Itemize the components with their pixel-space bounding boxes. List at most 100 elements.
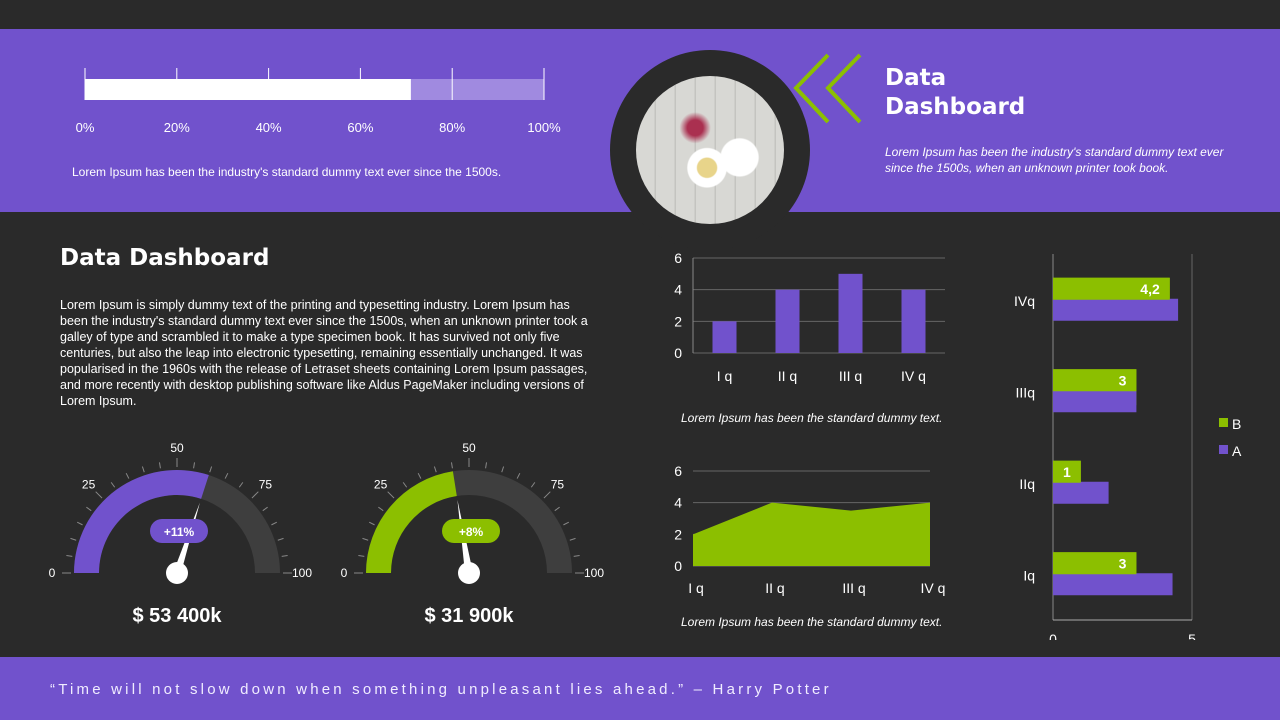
x-tick-label: III q	[842, 580, 865, 596]
y-tick-label: 6	[674, 250, 682, 266]
legend-label: A	[1232, 443, 1242, 459]
bar-b-label: 3	[1119, 555, 1127, 571]
gauge-tick	[485, 462, 488, 469]
gauge-tick	[554, 506, 560, 512]
progress-fill	[85, 79, 411, 100]
x-tick-label: 5	[1188, 631, 1196, 640]
bar-a	[1053, 298, 1179, 321]
gauge-label: 0	[341, 566, 348, 580]
gauge-tick	[378, 506, 384, 512]
y-tick-label: 4	[674, 282, 682, 298]
gauge-tick	[277, 537, 284, 541]
gauge-tick	[141, 466, 145, 473]
bar-a	[1053, 573, 1173, 596]
x-tick-label: III q	[839, 368, 862, 384]
y-tick-label: Iq	[1023, 567, 1035, 583]
progress-caption: Lorem Ipsum has been the industry's stan…	[72, 165, 502, 179]
area-series	[693, 502, 930, 566]
bar-b	[1053, 460, 1081, 483]
footer-band	[0, 657, 1280, 720]
y-tick-label: 2	[674, 313, 682, 329]
x-tick-label: 0	[1049, 631, 1057, 640]
y-tick-label: 4	[674, 495, 682, 511]
x-tick-label: IV q	[901, 368, 926, 384]
y-tick-label: 6	[674, 463, 682, 479]
header-title: Data Dashboard	[885, 65, 1026, 120]
y-tick-label: 2	[674, 526, 682, 542]
progress-tick-label: 40%	[256, 120, 282, 135]
chevrons-icon	[793, 53, 862, 124]
gauge-label: 25	[374, 478, 388, 492]
gauge-tick	[362, 537, 369, 541]
bar-b-label: 3	[1119, 372, 1127, 388]
bar-a	[1053, 390, 1137, 413]
gauge-label: 50	[462, 441, 476, 455]
gauge-tick	[387, 491, 395, 499]
gauge-label: 75	[259, 478, 273, 492]
gauge-tick	[450, 462, 453, 469]
x-tick-label: IV q	[921, 580, 946, 596]
gauge-tick	[76, 521, 83, 526]
x-tick-label: I q	[688, 580, 704, 596]
y-tick-label: IIIq	[1016, 384, 1035, 400]
header-subtitle: Lorem Ipsum has been the industry's stan…	[885, 145, 1224, 175]
tea-photo	[636, 76, 784, 224]
x-tick-label: I q	[717, 368, 733, 384]
gauge-badge	[150, 519, 208, 543]
bar-b	[1053, 369, 1137, 392]
gauge-tick	[125, 472, 130, 479]
gauge-badge-text: +8%	[459, 525, 484, 539]
gauge-tick	[262, 506, 268, 512]
gauge-tick	[433, 466, 437, 473]
gauge-tick	[402, 482, 408, 488]
x-tick-label: II q	[778, 368, 797, 384]
gauge-tick	[281, 554, 288, 557]
gauge-tick	[158, 462, 161, 469]
gauge-tick	[251, 491, 259, 499]
y-tick-label: 0	[674, 345, 682, 361]
gauge-tick	[238, 482, 244, 488]
gauge-tick	[530, 482, 536, 488]
bar-b	[1053, 277, 1170, 300]
y-tick-label: IIq	[1019, 476, 1035, 492]
column-and-area-charts: 0 2 4 6 I q II q III q IV q 0 2 4 6 I q II q III q IV q	[674, 250, 946, 596]
progress-tick-label: 100%	[527, 120, 561, 135]
column-bar	[775, 289, 800, 353]
gauge-label: 100	[584, 566, 604, 580]
gauge-tick	[271, 521, 278, 526]
gauge-badge-text: +11%	[164, 525, 195, 539]
body-text: Lorem Ipsum is simply dummy text of the …	[60, 298, 588, 408]
progress-tick-label: 60%	[347, 120, 373, 135]
horizontal-bar-chart: 0 5 3 Iq 1 IIq 3 IIIq 4,2 IVq BA	[1014, 254, 1242, 640]
progress-bar: 0% 20% 40% 60% 80% 100%	[76, 68, 561, 135]
progress-tick-label: 80%	[439, 120, 465, 135]
gauge-tick	[543, 491, 551, 499]
y-tick-label: IVq	[1014, 293, 1035, 309]
gauge-tick	[209, 466, 213, 473]
x-tick-label: II q	[765, 580, 784, 596]
bar-b-label: 4,2	[1140, 281, 1160, 297]
gauge-fill	[366, 471, 457, 573]
gauge-amount: $ 53 400k	[133, 605, 223, 627]
gauge-tick	[95, 491, 103, 499]
page-title: Data Dashboard	[60, 245, 270, 271]
gauge-tick	[501, 466, 505, 473]
gauge-tick	[569, 537, 576, 541]
gauge-label: 0	[49, 566, 56, 580]
column-bar	[712, 321, 737, 353]
gauge-tick	[368, 521, 375, 526]
gauge-tick	[563, 521, 570, 526]
gauge-label: 25	[82, 478, 96, 492]
gauge-tick	[358, 554, 365, 557]
gauge-tick	[86, 506, 92, 512]
gauge-tick	[573, 554, 580, 557]
legend-swatch	[1219, 418, 1228, 427]
gauge-label: 100	[292, 566, 312, 580]
gauge-tick	[193, 462, 196, 469]
bar-a	[1053, 481, 1109, 504]
bar-b	[1053, 552, 1137, 575]
gauge-tick	[70, 537, 77, 541]
bar-b-label: 1	[1063, 464, 1071, 480]
gauge-tick	[516, 472, 521, 479]
gauge-tick	[417, 472, 422, 479]
